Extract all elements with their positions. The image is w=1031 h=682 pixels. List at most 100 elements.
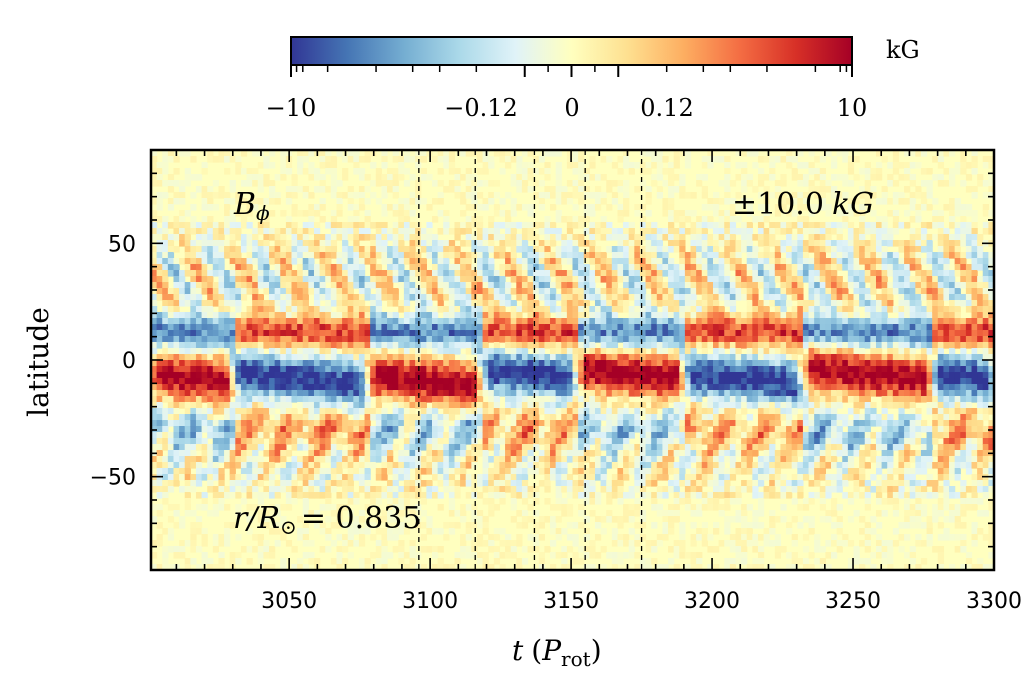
heatmap-cell <box>325 300 332 307</box>
heatmap-cell <box>207 252 214 259</box>
heatmap-cell <box>516 270 523 277</box>
heatmap-cell <box>505 384 512 391</box>
heatmap-cell <box>190 294 197 301</box>
heatmap-cell <box>510 372 517 379</box>
heatmap-cell <box>420 288 427 295</box>
heatmap-cell <box>561 276 568 283</box>
heatmap-cell <box>308 414 315 421</box>
heatmap-cell <box>499 288 506 295</box>
heatmap-cell <box>330 156 338 163</box>
heatmap-cell <box>555 390 562 397</box>
heatmap-cell <box>291 312 298 319</box>
heatmap-cell <box>319 378 326 385</box>
heatmap-cell <box>179 420 186 427</box>
heatmap-cell <box>448 468 456 475</box>
heatmap-cell <box>617 396 624 403</box>
heatmap-cell <box>589 348 596 355</box>
heatmap-cell <box>313 294 321 301</box>
heatmap-cell <box>482 336 489 343</box>
heatmap-cell <box>623 306 630 313</box>
heatmap-cell <box>409 492 416 499</box>
heatmap-cell <box>246 468 253 475</box>
heatmap-cell <box>583 456 590 463</box>
heatmap-cell <box>173 216 180 223</box>
heatmap-cell <box>218 474 225 481</box>
heatmap-cell <box>572 336 579 343</box>
heatmap-cell <box>201 354 208 361</box>
heatmap-cell <box>375 222 383 229</box>
heatmap-cell <box>274 240 281 247</box>
heatmap-cell <box>257 282 264 289</box>
heatmap-cell <box>207 204 214 211</box>
heatmap-cell <box>505 444 512 451</box>
heatmap-cell <box>224 312 231 319</box>
heatmap-cell <box>566 258 574 265</box>
heatmap-cell <box>533 414 540 421</box>
heatmap-cell <box>325 258 332 265</box>
heatmap-cell <box>156 504 163 511</box>
heatmap-cell <box>589 240 596 247</box>
heatmap-cell <box>173 468 180 475</box>
heatmap-cell <box>342 426 349 433</box>
heatmap-cell <box>628 294 635 301</box>
heatmap-cell <box>606 426 613 433</box>
heatmap-cell <box>533 222 540 229</box>
heatmap-cell <box>229 228 236 235</box>
heatmap-cell <box>578 276 585 283</box>
heatmap-cell <box>235 276 242 283</box>
heatmap-cell <box>195 396 203 403</box>
heatmap-cell <box>521 438 529 445</box>
heatmap-cell <box>212 222 220 229</box>
heatmap-cell <box>269 210 276 217</box>
heatmap-cell <box>561 312 568 319</box>
heatmap-cell <box>381 222 388 229</box>
heatmap-cell <box>589 450 596 457</box>
heatmap-cell <box>594 552 602 559</box>
heatmap-cell <box>195 228 203 235</box>
heatmap-cell <box>212 564 220 570</box>
heatmap-cell <box>319 198 326 205</box>
heatmap-cell <box>302 240 309 247</box>
heatmap-cell <box>195 444 203 451</box>
heatmap-cell <box>460 276 467 283</box>
heatmap-cell <box>280 348 287 355</box>
heatmap-cell <box>628 378 635 385</box>
heatmap-cell <box>347 258 354 265</box>
heatmap-cell <box>651 408 658 415</box>
heatmap-cell <box>370 276 377 283</box>
heatmap-cell <box>212 474 220 481</box>
heatmap-cell <box>403 420 411 427</box>
heatmap-cell <box>443 378 450 385</box>
heatmap-cell <box>201 372 208 379</box>
heatmap-cell <box>471 180 478 187</box>
heatmap-cell <box>448 474 456 481</box>
heatmap-cell <box>476 558 484 565</box>
heatmap-cell <box>409 342 416 349</box>
heatmap-cell <box>516 540 523 547</box>
heatmap-cell <box>173 336 180 343</box>
heatmap-cell <box>415 522 422 529</box>
heatmap-cell <box>594 402 602 409</box>
heatmap-cell <box>212 468 220 475</box>
heatmap-cell <box>364 444 371 451</box>
heatmap-cell <box>533 246 540 253</box>
heatmap-cell <box>285 252 293 259</box>
heatmap-cell <box>252 318 259 325</box>
heatmap-cell <box>212 294 220 301</box>
heatmap-cell <box>179 186 186 193</box>
heatmap-cell <box>353 366 360 373</box>
heatmap-cell <box>465 492 472 499</box>
heatmap-cell <box>392 432 399 439</box>
heatmap-cell <box>437 288 444 295</box>
heatmap-cell <box>471 402 478 409</box>
heatmap-cell <box>179 324 186 331</box>
heatmap-cell <box>561 330 568 337</box>
heatmap-cell <box>538 366 545 373</box>
heatmap-cell <box>594 354 602 361</box>
heatmap-cell <box>347 348 354 355</box>
heatmap-cell <box>443 294 450 301</box>
heatmap-cell <box>471 438 478 445</box>
heatmap-cell <box>201 270 208 277</box>
heatmap-cell <box>476 222 484 229</box>
heatmap-cell <box>342 324 349 331</box>
